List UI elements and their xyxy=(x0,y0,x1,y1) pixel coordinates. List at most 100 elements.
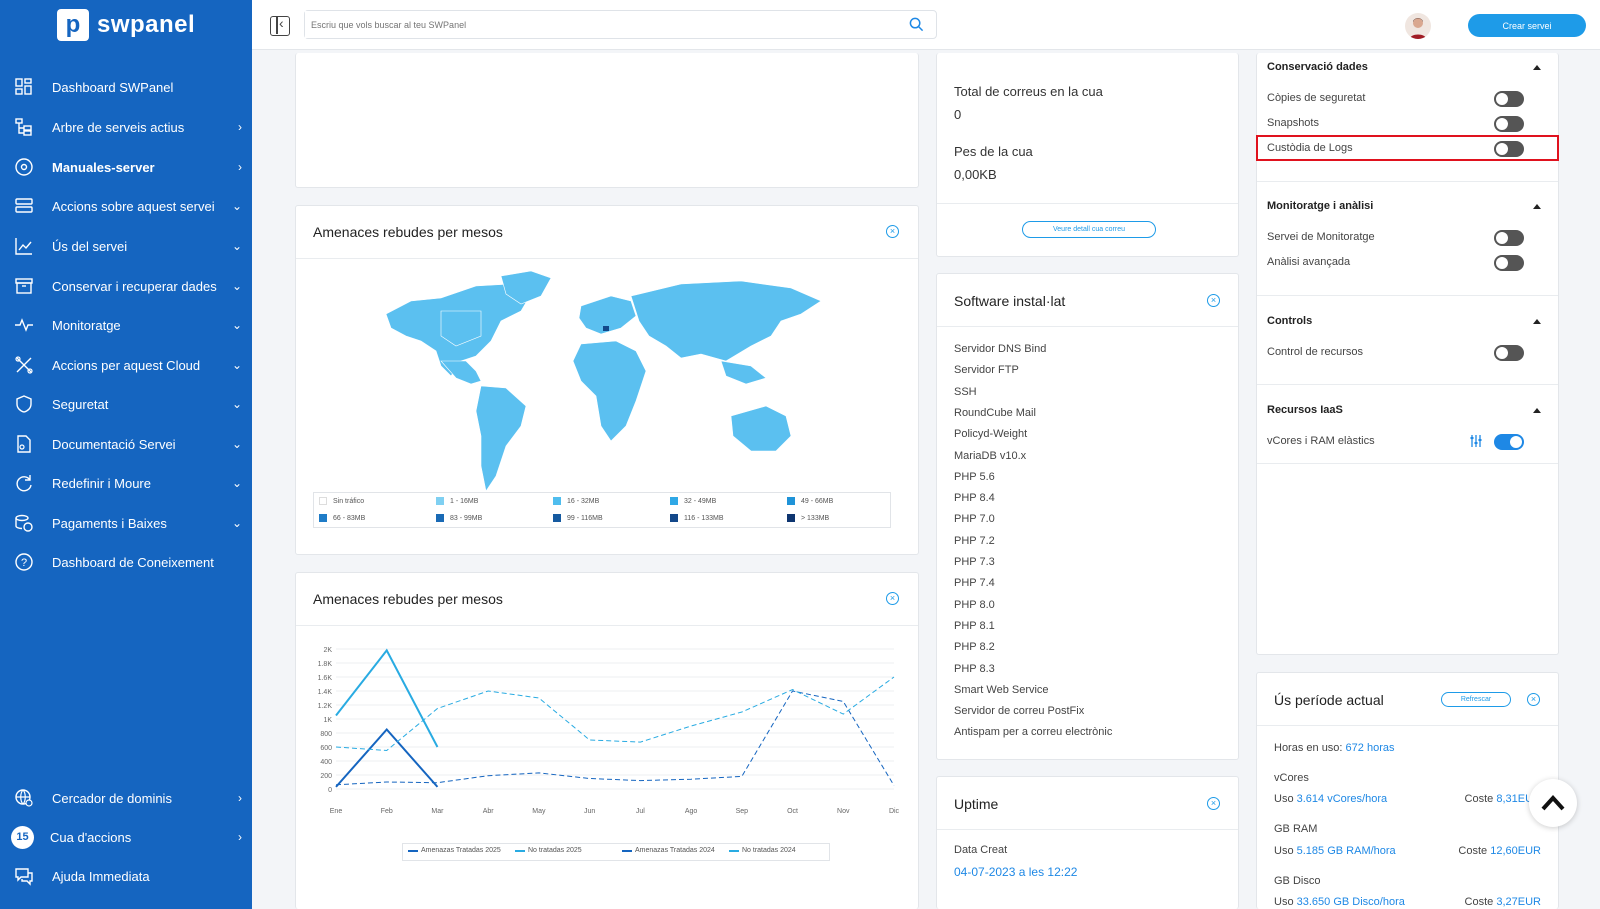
divider xyxy=(296,625,918,626)
collapse-up-icon[interactable] xyxy=(1533,204,1541,209)
greenland-shape xyxy=(500,270,552,305)
australia-shape xyxy=(730,405,792,452)
y-tick-label: 600 xyxy=(320,745,332,752)
sidebar-item-security[interactable]: Seguretat ⌄ xyxy=(0,386,252,422)
sidebar-item-dashboard[interactable]: Dashboard SWPanel xyxy=(0,69,252,105)
queue-count-badge: 15 xyxy=(11,825,34,849)
sidebar-item-documentation[interactable]: Documentació Servei ⌄ xyxy=(0,426,252,462)
legend-label: 16 - 32MB xyxy=(567,497,600,505)
y-tick-label: 400 xyxy=(320,759,332,766)
search-input[interactable] xyxy=(305,11,885,38)
legend-label: 66 - 83MB xyxy=(333,514,366,522)
collapse-up-icon[interactable] xyxy=(1533,319,1541,324)
backups-toggle[interactable] xyxy=(1494,91,1524,107)
advanced-analysis-toggle[interactable] xyxy=(1494,255,1524,271)
sidebar-item-service-usage[interactable]: Ús del servei ⌄ xyxy=(0,228,252,264)
card-title: Software instal·lat xyxy=(954,293,1066,309)
legend-item[interactable]: No tratadas 2025 xyxy=(515,847,582,854)
software-item: PHP 8.1 xyxy=(954,619,995,632)
legend-item: Sin tráfico xyxy=(319,497,364,505)
ram-use-value: 5.185 GB RAM/hora xyxy=(1296,845,1396,857)
x-tick-label: May xyxy=(532,808,546,815)
elastic-resources-toggle[interactable] xyxy=(1494,434,1524,450)
software-item: PHP 7.4 xyxy=(954,577,995,590)
sidebar-item-redefine-move[interactable]: Redefinir i Moure ⌄ xyxy=(0,465,252,501)
close-circle-icon[interactable]: × xyxy=(1207,797,1220,810)
sidebar-item-label: Redefinir i Moure xyxy=(52,475,151,491)
snapshots-toggle[interactable] xyxy=(1494,116,1524,132)
software-item: PHP 7.2 xyxy=(954,534,995,547)
document-icon xyxy=(17,435,31,453)
hours-label: Horas en uso: xyxy=(1274,742,1343,754)
collapse-up-icon[interactable] xyxy=(1533,65,1541,70)
legend-item: 83 - 99MB xyxy=(436,514,482,522)
sidebar-item-immediate-help[interactable]: Ajuda Immediata xyxy=(0,858,252,894)
created-value: 04-07-2023 a les 12:22 xyxy=(954,865,1078,879)
legend-swatch xyxy=(436,514,444,522)
scroll-to-top-button[interactable] xyxy=(1529,779,1577,827)
sidebar-item-label: Ús del servei xyxy=(52,238,128,254)
x-tick-label: Ago xyxy=(685,808,698,815)
map-legend: Sin tráfico 1 - 16MB 16 - 32MB 32 - 49MB… xyxy=(313,492,891,528)
ram-cost-row: Coste 12,60EUR xyxy=(1458,845,1541,857)
sidebar-item-service-tree[interactable]: Arbre de serveis actius › xyxy=(0,109,252,145)
software-item: Servidor de correu PostFix xyxy=(954,705,1085,718)
view-mail-queue-button[interactable]: Veure detall cua correu xyxy=(1022,221,1156,238)
divider xyxy=(1257,295,1558,296)
sidebar-item-cloud-actions[interactable]: Accions per aquest Cloud ⌄ xyxy=(0,347,252,383)
software-item: Servidor FTP xyxy=(954,364,1019,377)
chevron-down-icon: ⌄ xyxy=(231,318,242,332)
swpanel-logo[interactable]: p swpanel xyxy=(57,9,195,41)
x-tick-label: Dic xyxy=(889,808,900,815)
sidebar-item-monitoring[interactable]: Monitoratge ⌄ xyxy=(0,307,252,343)
y-tick-label: 1.8K xyxy=(318,661,333,668)
close-circle-icon[interactable]: × xyxy=(1527,693,1540,706)
series-line-0 xyxy=(335,727,439,788)
software-item: Policyd-Weight xyxy=(954,428,1028,441)
chevron-up-icon xyxy=(1541,795,1565,811)
legend-item[interactable]: Amenazas Tratadas 2024 xyxy=(622,847,715,854)
queue-total-value: 0 xyxy=(954,107,962,122)
ram-cost-value: 12,60EUR xyxy=(1490,845,1541,857)
southeast-asia-shape xyxy=(720,360,767,385)
log-custody-toggle[interactable] xyxy=(1494,141,1524,157)
sidebar-item-knowledge[interactable]: ? Dashboard de Coneixement xyxy=(0,544,252,580)
legend-swatch xyxy=(408,849,418,852)
legend-label: 83 - 99MB xyxy=(450,514,483,522)
chart-legend: Amenazas Tratadas 2025 No tratadas 2025 Am… xyxy=(402,843,830,861)
close-circle-icon[interactable]: × xyxy=(886,225,899,238)
resource-control-toggle[interactable] xyxy=(1494,345,1524,361)
option-label: vCores i RAM elàstics xyxy=(1267,435,1375,447)
disk-cost-row: Coste 3,27EUR xyxy=(1465,896,1541,908)
software-item: PHP 7.3 xyxy=(954,556,995,568)
refresh-button[interactable]: Refrescar xyxy=(1441,692,1511,707)
section-title: Monitoratge i anàlisi xyxy=(1267,200,1374,212)
sidebar-item-label: Ajuda Immediata xyxy=(52,868,150,884)
legend-item[interactable]: Amenazas Tratadas 2025 xyxy=(408,847,501,854)
divider xyxy=(1257,725,1558,726)
create-service-button[interactable]: Crear servei xyxy=(1468,14,1586,37)
legend-item[interactable]: No tratadas 2024 xyxy=(729,847,796,854)
monitoring-toggle[interactable] xyxy=(1494,230,1524,246)
sidebar-item-action-queue[interactable]: 15 Cua d'accions › xyxy=(0,819,252,855)
close-circle-icon[interactable]: × xyxy=(1207,294,1220,307)
collapse-up-icon[interactable] xyxy=(1533,408,1541,413)
sidebar-item-domain-search[interactable]: Cercador de dominis › xyxy=(0,780,252,816)
search-icon[interactable] xyxy=(909,17,924,32)
sidebar-item-manuales-server[interactable]: Manuales-server › xyxy=(0,149,252,185)
hours-row: Horas en uso: 672 horas xyxy=(1274,742,1394,754)
close-circle-icon[interactable]: × xyxy=(886,592,899,605)
y-tick-label: 2K xyxy=(323,647,332,654)
sidebar-item-service-actions[interactable]: Accions sobre aquest servei ⌄ xyxy=(0,188,252,224)
shield-icon xyxy=(16,395,32,413)
sidebar-item-label: Arbre de serveis actius xyxy=(52,119,185,135)
sidebar-item-label: Dashboard SWPanel xyxy=(52,79,174,95)
use-label: Uso xyxy=(1274,896,1294,908)
collapse-sidebar-icon[interactable] xyxy=(270,15,290,36)
x-tick-label: Mar xyxy=(431,808,444,815)
sliders-icon[interactable] xyxy=(1470,434,1482,448)
sidebar-item-backup[interactable]: Conservar i recuperar dades ⌄ xyxy=(0,268,252,304)
sidebar-item-payments[interactable]: Pagaments i Baixes ⌄ xyxy=(0,505,252,541)
chevron-down-icon: ⌄ xyxy=(231,358,242,372)
user-avatar[interactable] xyxy=(1405,13,1431,39)
